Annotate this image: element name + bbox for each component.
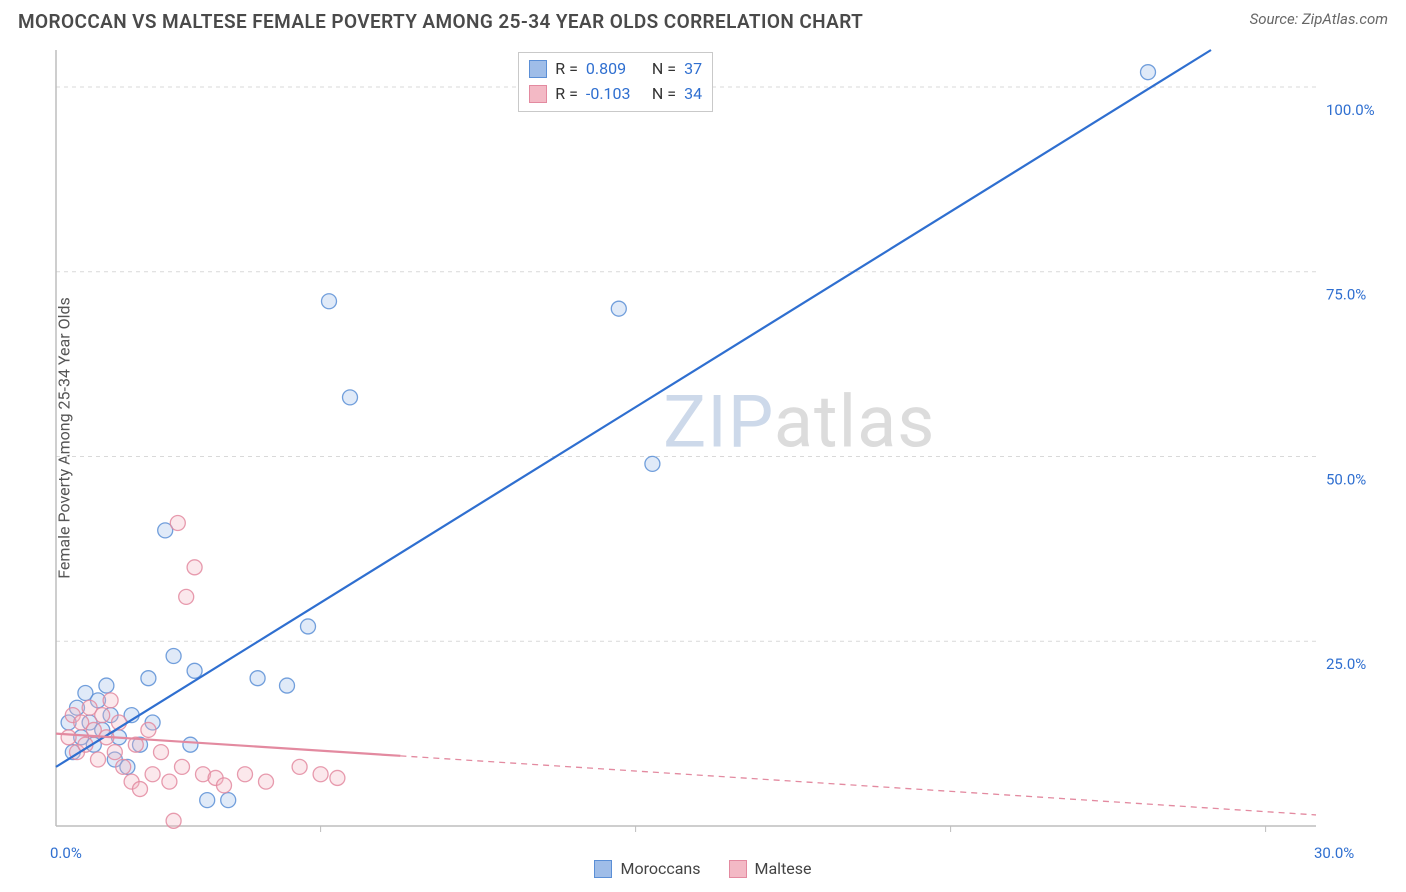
data-point [645, 456, 660, 471]
data-point [179, 589, 194, 604]
series-legend-item: Maltese [729, 859, 812, 878]
data-point [322, 294, 337, 309]
plot-area: Female Poverty Among 25-34 Year Olds 25.… [50, 44, 1388, 832]
y-axis-tick-label: 50.0% [1326, 470, 1366, 488]
data-point [187, 663, 202, 678]
data-point [175, 759, 190, 774]
data-point [141, 671, 156, 686]
correlation-legend: R = 0.809 N = 37 R = -0.103 N = 34 [518, 52, 713, 112]
data-point [301, 619, 316, 634]
data-point [154, 745, 169, 760]
data-point [343, 390, 358, 405]
legend-swatch [529, 60, 547, 78]
data-point [141, 722, 156, 737]
legend-r-label: R = [555, 82, 578, 107]
data-point [183, 737, 198, 752]
legend-swatch [729, 860, 747, 878]
y-axis-tick-label: 75.0% [1326, 286, 1366, 304]
data-point [250, 671, 265, 686]
data-point [238, 767, 253, 782]
data-point [187, 560, 202, 575]
legend-n-value: 34 [684, 82, 702, 107]
scatter-plot-svg: 25.0% 50.0% 75.0% 100.0% [50, 44, 1388, 832]
legend-n-label: N = [652, 57, 676, 82]
legend-swatch [529, 85, 547, 103]
series-legend: Moroccans Maltese [0, 859, 1406, 878]
data-point [221, 793, 236, 808]
y-axis-tick-label: 100.0% [1326, 101, 1375, 119]
correlation-legend-row: R = 0.809 N = 37 [529, 57, 702, 82]
chart-title: MOROCCAN VS MALTESE FEMALE POVERTY AMONG… [18, 10, 863, 33]
y-axis-tick-label: 25.0% [1326, 655, 1366, 673]
data-point [292, 759, 307, 774]
data-point [166, 649, 181, 664]
source-name: ZipAtlas.com [1302, 10, 1388, 28]
data-point [611, 301, 626, 316]
data-point [1141, 65, 1156, 80]
data-point [313, 767, 328, 782]
data-point [170, 515, 185, 530]
trend-line-extrapolated [400, 756, 1316, 815]
data-point [61, 730, 76, 745]
data-point [107, 745, 122, 760]
series-legend-label: Maltese [755, 859, 812, 878]
source-prefix: Source: [1250, 10, 1302, 28]
data-point [103, 693, 118, 708]
legend-r-value: 0.809 [586, 57, 644, 82]
data-point [99, 678, 114, 693]
data-point [133, 782, 148, 797]
data-point [162, 774, 177, 789]
data-point [166, 813, 181, 828]
trend-line [56, 50, 1211, 767]
legend-n-value: 37 [684, 57, 702, 82]
correlation-legend-row: R = -0.103 N = 34 [529, 82, 702, 107]
data-point [259, 774, 274, 789]
legend-r-label: R = [555, 57, 578, 82]
legend-n-label: N = [652, 82, 676, 107]
data-point [116, 759, 131, 774]
data-point [145, 767, 160, 782]
series-legend-label: Moroccans [620, 859, 700, 878]
data-point [95, 708, 110, 723]
series-legend-item: Moroccans [594, 859, 700, 878]
source-attribution: Source: ZipAtlas.com [1250, 10, 1388, 28]
data-point [200, 793, 215, 808]
data-point [217, 778, 232, 793]
data-point [280, 678, 295, 693]
data-point [91, 752, 106, 767]
data-point [330, 770, 345, 785]
legend-r-value: -0.103 [586, 82, 644, 107]
legend-swatch [594, 860, 612, 878]
